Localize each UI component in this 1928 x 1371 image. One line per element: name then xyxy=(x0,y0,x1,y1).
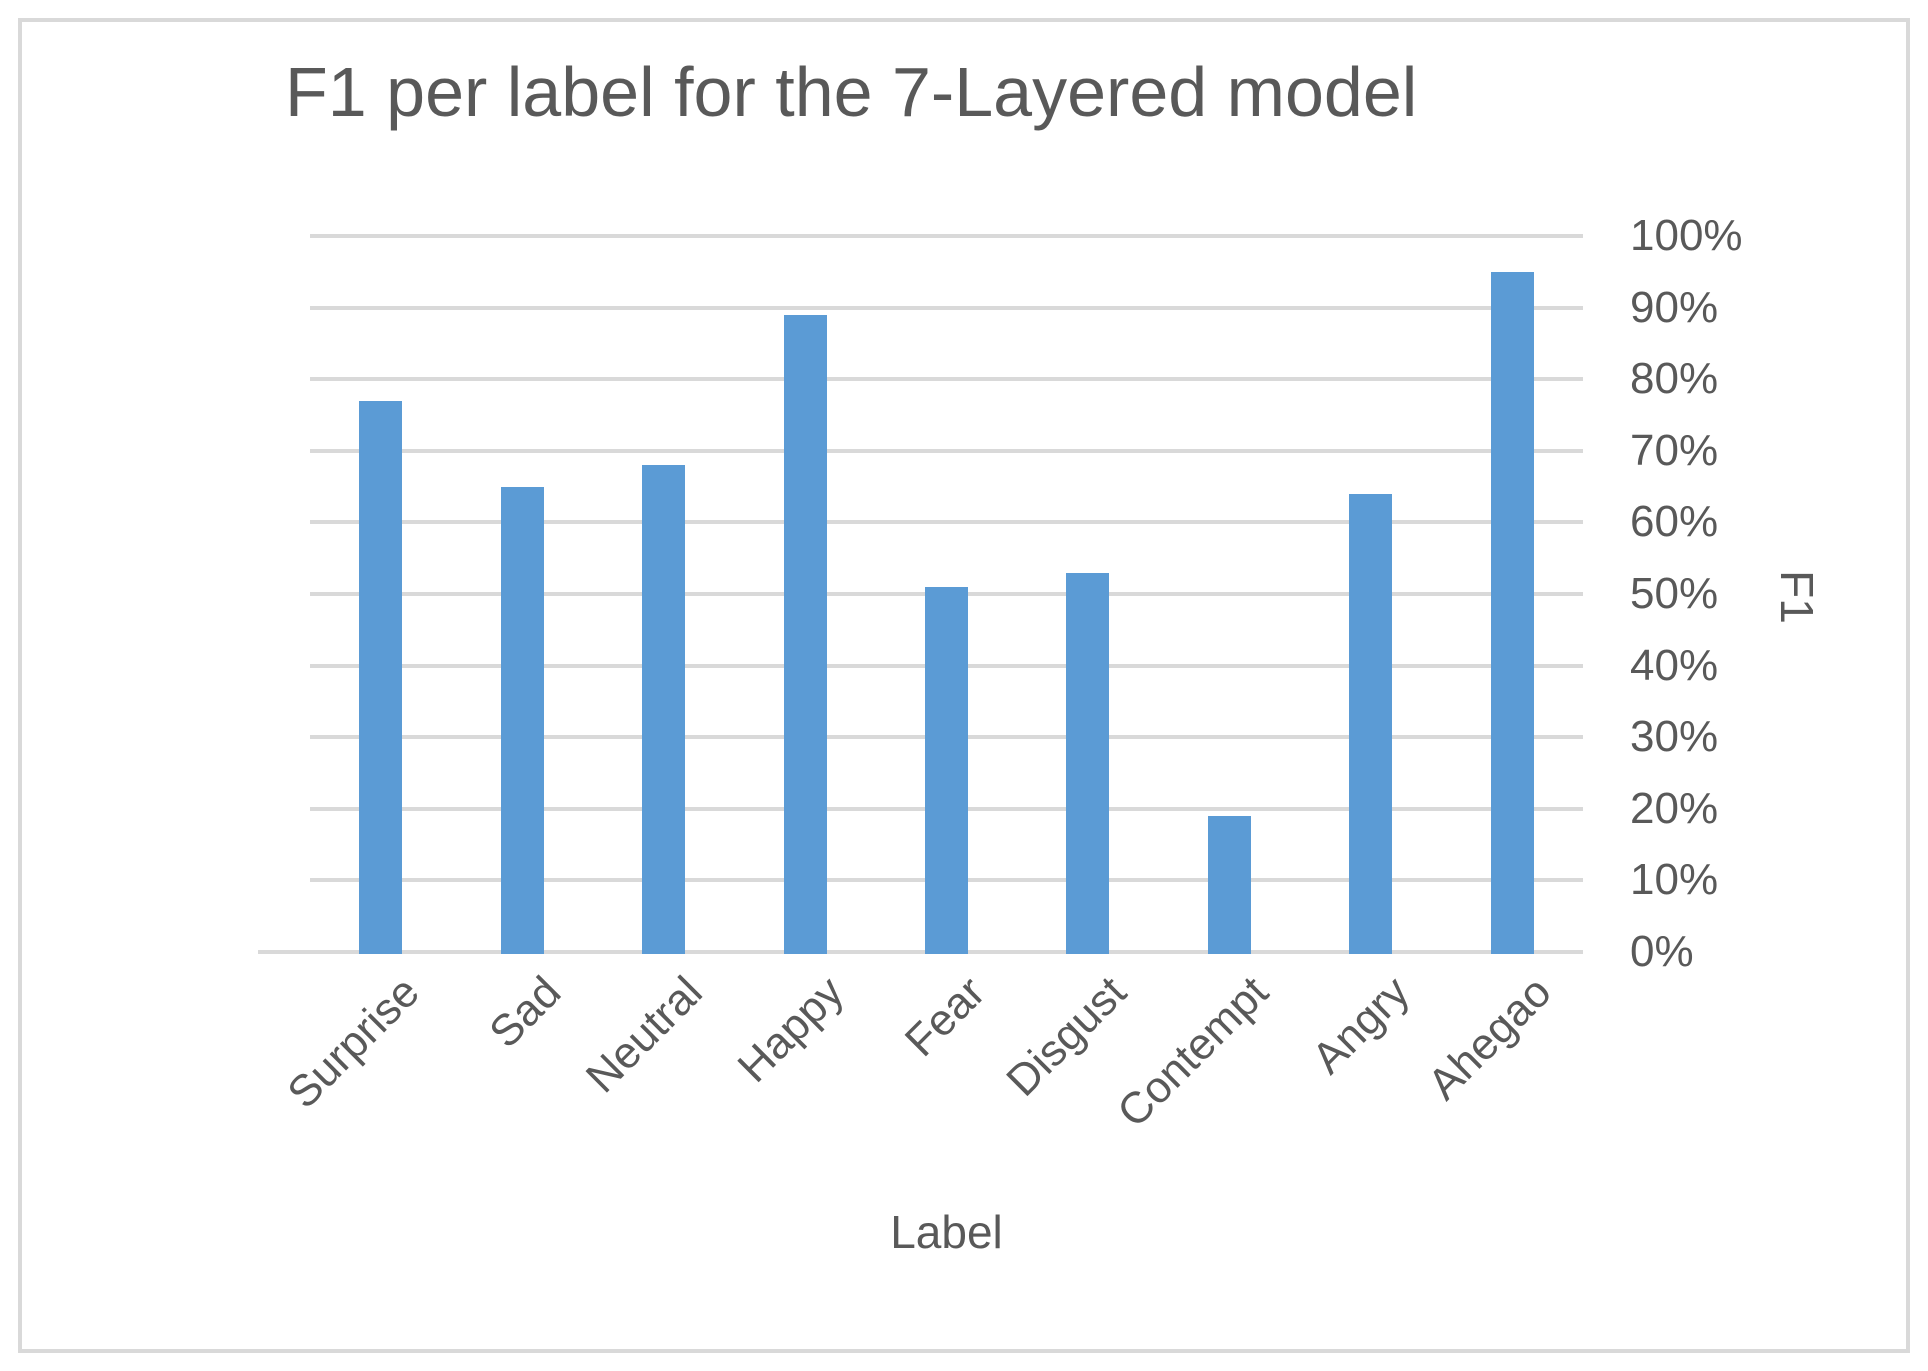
chart-title: F1 per label for the 7-Layered model xyxy=(285,53,1418,131)
gridline-70 xyxy=(310,448,1583,453)
chart-frame xyxy=(18,18,1910,1353)
y-tick-label-40: 40% xyxy=(1630,640,1719,690)
gridline-90 xyxy=(310,305,1583,310)
y-tick-label-30: 30% xyxy=(1630,712,1719,762)
gridline-100 xyxy=(310,234,1583,238)
bar-disgust xyxy=(1066,572,1110,954)
y-tick-label-10: 10% xyxy=(1630,855,1719,905)
y-tick-label-70: 70% xyxy=(1630,425,1719,475)
bar-sad xyxy=(500,486,544,954)
bar-ahegao xyxy=(1490,271,1534,954)
gridline-0 xyxy=(258,950,1583,954)
bar-angry xyxy=(1349,493,1393,954)
y-tick-label-50: 50% xyxy=(1630,569,1719,618)
plot-area xyxy=(258,234,1583,954)
y-tick-label-60: 60% xyxy=(1630,497,1719,547)
bar-surprise xyxy=(359,400,403,954)
x-axis-title: Label xyxy=(890,1206,1003,1258)
bar-happy xyxy=(783,314,827,954)
bar-neutral xyxy=(642,465,686,954)
y-tick-label-0: 0% xyxy=(1630,927,1694,976)
y-axis-title: F1 xyxy=(1770,570,1823,624)
y-tick-label-100: 100% xyxy=(1630,211,1743,260)
gridline-80 xyxy=(310,377,1583,382)
gridline-60 xyxy=(310,520,1583,525)
bar-fear xyxy=(925,586,968,954)
bar-contempt xyxy=(1207,815,1251,954)
y-tick-label-80: 80% xyxy=(1630,354,1719,404)
y-tick-label-20: 20% xyxy=(1630,783,1719,833)
y-tick-label-90: 90% xyxy=(1630,282,1719,332)
